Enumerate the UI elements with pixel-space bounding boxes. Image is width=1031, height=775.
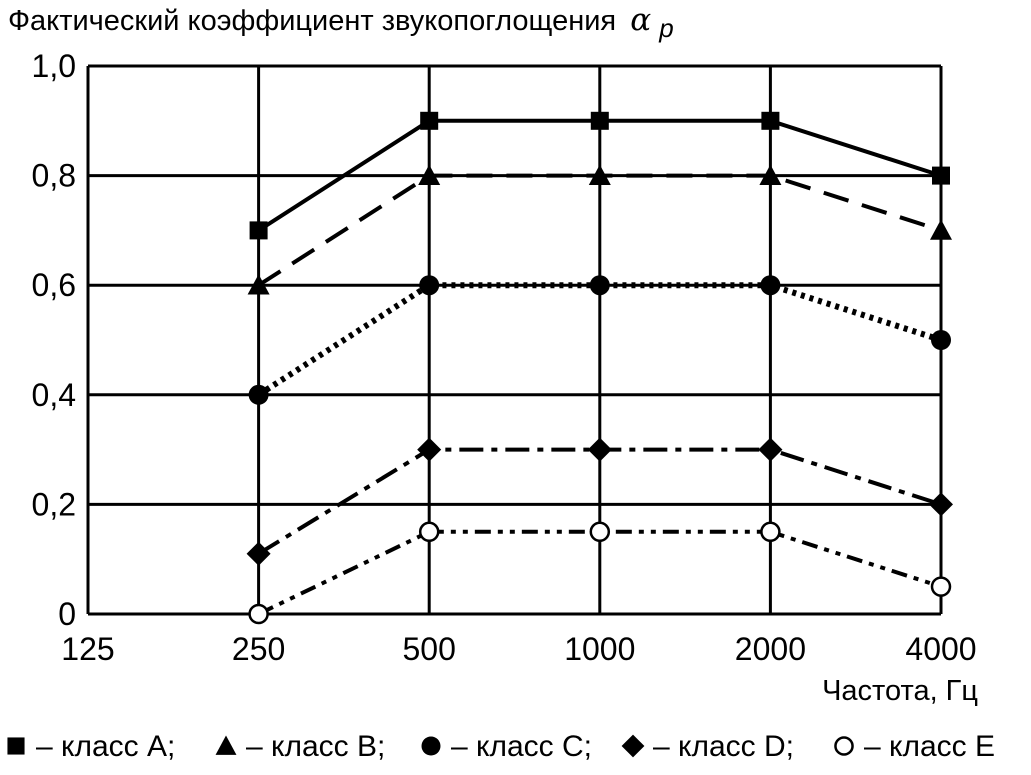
- y-tick-labels: 0 0,2 0,4 0,6 0,8 1,0: [32, 48, 76, 632]
- x-axis-title: Частота, Гц: [822, 675, 978, 707]
- data-point-circle: [760, 275, 781, 296]
- data-point-square: [761, 111, 780, 130]
- y-axis-title: Фактический коэффициент звукопоглощения …: [8, 2, 674, 43]
- data-point-triangle: [588, 164, 611, 185]
- legend-label: – класс A;: [36, 730, 175, 763]
- x-tick-label: 500: [403, 631, 456, 667]
- data-point-triangle: [247, 274, 270, 295]
- data-point-diamond: [246, 541, 271, 566]
- series-line-класс-C: [256, 282, 942, 398]
- data-point-open-circle: [418, 521, 440, 543]
- y-tick-label: 0,4: [32, 377, 76, 413]
- legend-circle-icon: [421, 736, 441, 756]
- data-point-open-circle: [248, 603, 269, 625]
- data-point-open-circle: [760, 521, 781, 543]
- data-point-open-circle: [589, 521, 611, 543]
- series-group: [246, 111, 953, 625]
- legend-square-icon: [7, 737, 25, 755]
- data-point-diamond: [417, 437, 442, 462]
- data-point-square: [249, 221, 268, 240]
- x-tick-label: 250: [232, 631, 285, 667]
- x-tick-label: 4000: [905, 631, 976, 667]
- data-point-circle: [589, 275, 610, 296]
- data-point-square: [590, 111, 609, 130]
- legend-label: – класс E: [864, 730, 995, 763]
- data-point-diamond: [929, 492, 953, 517]
- data-point-circle: [248, 384, 269, 405]
- x-tick-label: 1000: [564, 631, 635, 667]
- data-point-diamond: [758, 437, 783, 462]
- x-tick-label: 2000: [735, 631, 806, 667]
- data-point-circle: [419, 275, 440, 296]
- legend-diamond-icon: [621, 734, 645, 758]
- legend-open-circle-icon: [834, 736, 854, 756]
- x-tick-label: 125: [61, 631, 114, 667]
- y-tick-label: 1,0: [32, 48, 76, 84]
- y-tick-label: 0,2: [32, 486, 76, 522]
- series-line-класс-E: [257, 529, 942, 616]
- data-point-square: [420, 111, 439, 130]
- alpha-symbol: α: [630, 2, 651, 38]
- data-point-diamond: [587, 437, 612, 462]
- legend-label: – класс D;: [653, 730, 794, 763]
- data-point-circle: [931, 330, 951, 350]
- alpha-subscript: p: [658, 13, 673, 43]
- data-point-square: [932, 166, 950, 185]
- data-point-triangle: [930, 219, 952, 240]
- y-tick-label: 0: [58, 596, 76, 632]
- data-point-triangle: [418, 164, 441, 185]
- y-axis-title-text: Фактический коэффициент звукопоглощения: [8, 5, 616, 37]
- y-tick-label: 0,8: [32, 158, 76, 194]
- data-point-triangle: [759, 164, 782, 185]
- legend-label: – класс B;: [246, 730, 385, 763]
- legend: – класс A; – класс B; – класс C; – класс D;…: [7, 730, 995, 763]
- legend-label: – класс C;: [451, 730, 592, 763]
- x-tick-labels: 125 250 500 1000 2000 4000: [61, 631, 976, 667]
- data-point-open-circle: [930, 576, 952, 597]
- y-tick-label: 0,6: [32, 267, 76, 303]
- legend-triangle-icon: [215, 735, 237, 755]
